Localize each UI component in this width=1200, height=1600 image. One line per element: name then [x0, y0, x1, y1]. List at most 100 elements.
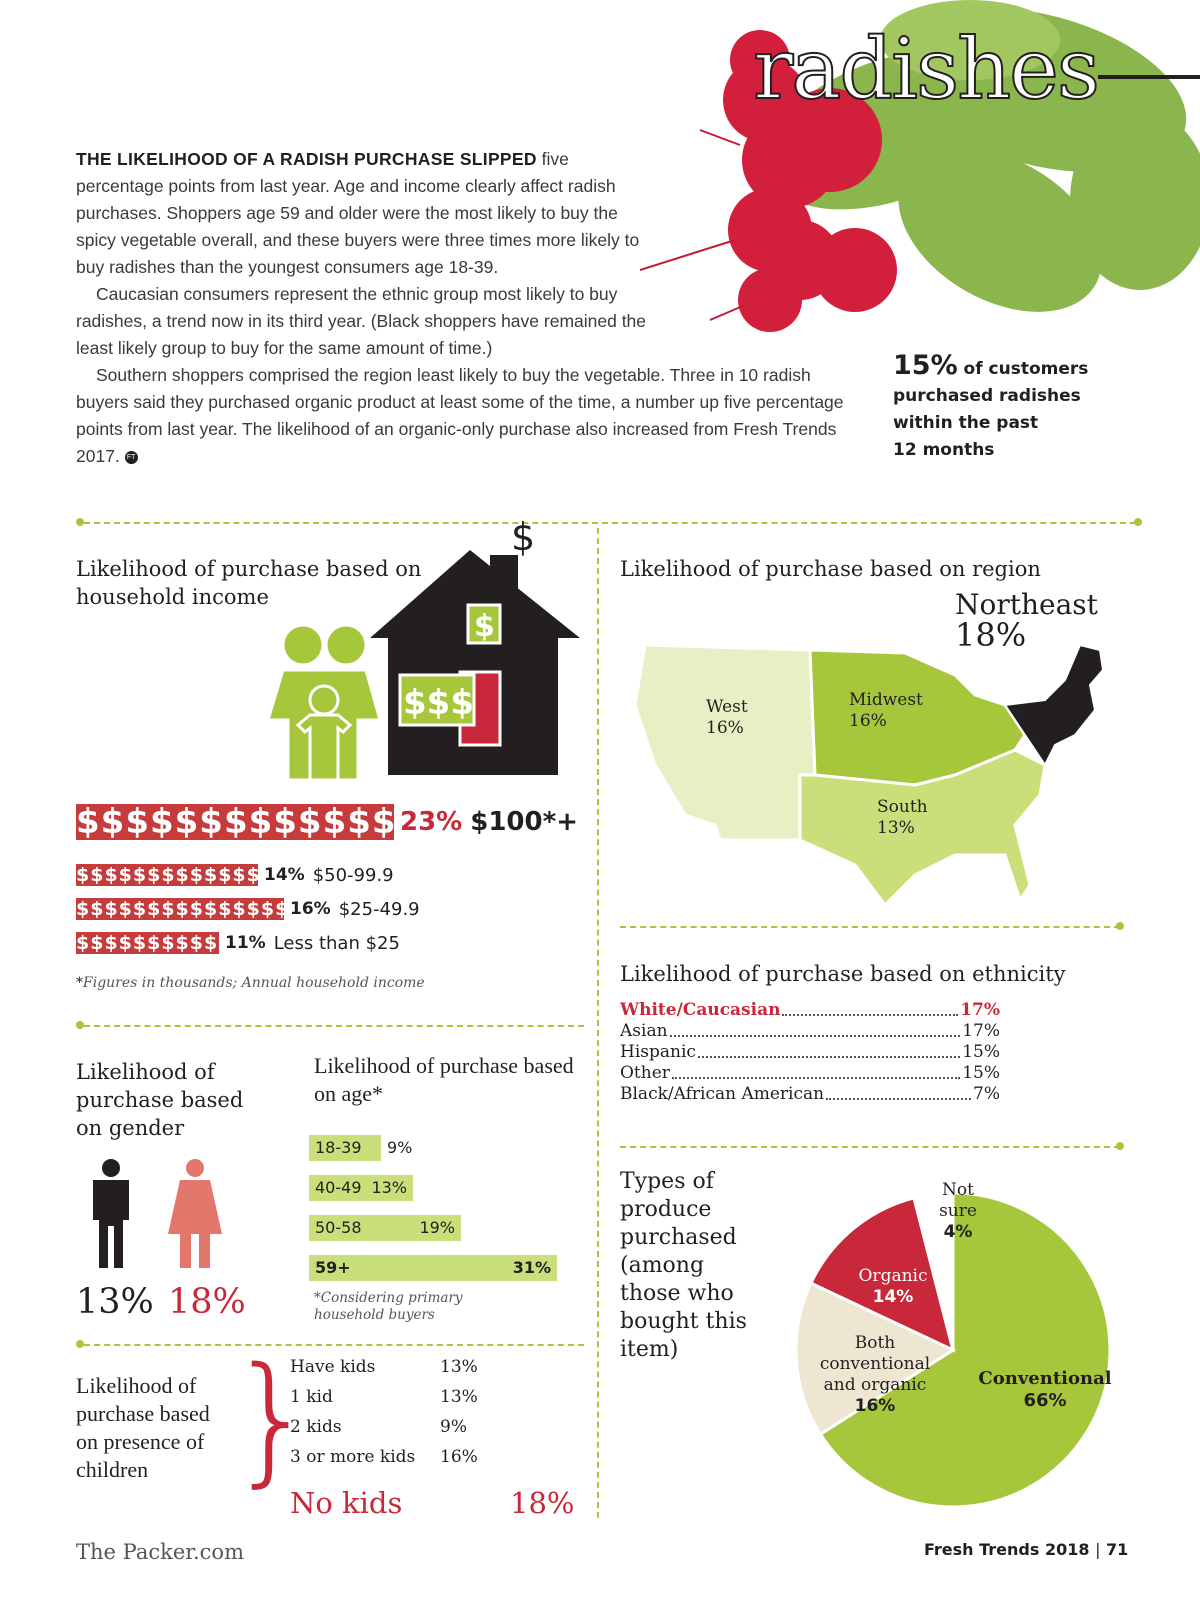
children-row: Have kids 13%	[290, 1352, 580, 1382]
no-kids-pct: 18%	[510, 1486, 575, 1520]
income-bar: $$$$$$$$$$$$$$$$$$$$	[76, 804, 394, 840]
leader-dots	[671, 1063, 961, 1079]
children-row: 2 kids 9%	[290, 1412, 580, 1442]
column-divider	[597, 528, 599, 1518]
stat-callout: 15% of customers purchased radishes with…	[893, 350, 1089, 460]
age-footnote: *Considering primary household buyers	[314, 1290, 463, 1323]
income-label: $100*+	[470, 807, 578, 837]
ethnicity-row: Other 15%	[620, 1063, 1000, 1084]
income-row: $$$$$$$$$$$$$$$$$$$$ 16% $25-49.9	[76, 898, 420, 920]
footer-publication: Fresh Trends 2018 | 71	[924, 1540, 1129, 1559]
income-row: $$$$$$$$$$$$$$$$$$$$23%$100*+	[76, 804, 578, 840]
income-row: $$$$$$$$$$$$$$$$$$$$ 11% Less than $25	[76, 932, 400, 954]
map-south	[798, 748, 1047, 908]
pie-slice-organic	[808, 1196, 956, 1353]
age-bar: 50-58 19%	[309, 1215, 461, 1241]
ethnicity-name: Hispanic	[620, 1042, 696, 1062]
children-pct: 13%	[440, 1387, 478, 1407]
children-label: 3 or more kids	[290, 1447, 416, 1467]
income-row: $$$$$$$$$$$$$$$$$$$$ 14% $50-99.9	[76, 864, 394, 886]
income-label: $50-99.9	[312, 864, 394, 886]
children-list: Have kids 13% 1 kid 13% 2 kids 9% 3 or more ki…	[290, 1352, 580, 1472]
income-footnote: *Figures in thousands; Annual household …	[76, 975, 425, 991]
dollar-icon: $	[511, 520, 535, 559]
ethnicity-name: Other	[620, 1063, 670, 1083]
age-range: 59+	[315, 1258, 351, 1277]
leader-dots	[782, 1000, 959, 1016]
age-pct: 9%	[387, 1138, 413, 1157]
radish-photo	[640, 0, 1200, 332]
age-pct: 19%	[419, 1218, 455, 1237]
ethnicity-name: Asian	[620, 1021, 668, 1041]
footer-site: The Packer.com	[76, 1540, 244, 1564]
map-northeast	[1003, 643, 1105, 767]
divider-dot	[76, 1021, 84, 1029]
no-kids-label: No kids	[290, 1486, 403, 1520]
divider	[620, 926, 1120, 928]
income-pct: 14%	[264, 865, 305, 885]
age-range: 50-58	[315, 1218, 362, 1237]
ethnicity-list: White/Caucasian 17% Asian 17% Hispanic 15% Oth…	[620, 1000, 1000, 1105]
female-figure-icon	[168, 1159, 222, 1268]
ft-end-mark: FT	[124, 450, 138, 464]
title-rule	[1098, 75, 1200, 79]
female-pct: 18%	[168, 1282, 246, 1322]
region-west-label: West 16%	[706, 697, 748, 738]
family-house-illustration: $ $ $$$	[265, 520, 580, 782]
age-range: 18-39	[315, 1138, 362, 1157]
age-bar: 40-49 13%	[309, 1175, 413, 1201]
income-bar: $$$$$$$$$$$$$$$$$$$$	[76, 932, 219, 954]
svg-text:$: $	[474, 609, 495, 644]
age-heading: Likelihood of purchase based on age*	[314, 1053, 574, 1106]
divider	[84, 1344, 584, 1346]
children-label: 2 kids	[290, 1417, 342, 1437]
gender-heading: Likelihood of purchase based on gender	[76, 1060, 244, 1140]
male-figure-icon	[93, 1159, 129, 1268]
pie-label-both: Both conventional and organic 16%	[819, 1333, 931, 1416]
age-pct: 13%	[371, 1178, 407, 1197]
income-label: Less than $25	[273, 932, 400, 954]
income-heading: Likelihood of purchase based on househol…	[76, 557, 422, 609]
children-pct: 9%	[440, 1417, 467, 1437]
ethnicity-heading: Likelihood of purchase based on ethnicit…	[620, 962, 1066, 986]
children-row: 3 or more kids 16%	[290, 1442, 580, 1472]
ethnicity-row: Hispanic 15%	[620, 1042, 1000, 1063]
divider	[84, 522, 1136, 524]
pie-label-conventional: Conventional 66%	[978, 1368, 1112, 1411]
page-title: radishes	[752, 19, 1101, 119]
ethnicity-row: Black/African American 7%	[620, 1084, 1000, 1105]
ethnicity-pct: 17%	[962, 1021, 1000, 1041]
age-range: 40-49	[315, 1178, 362, 1197]
ethnicity-row: Asian 17%	[620, 1021, 1000, 1042]
income-pct: 16%	[290, 899, 331, 919]
svg-text:$$$: $$$	[403, 683, 474, 723]
children-heading: Likelihood of purchase based on presence…	[76, 1373, 210, 1482]
ethnicity-pct: 15%	[962, 1042, 1000, 1062]
income-label: $25-49.9	[338, 898, 420, 920]
income-bar: $$$$$$$$$$$$$$$$$$$$	[76, 898, 284, 920]
children-pct: 16%	[440, 1447, 478, 1467]
income-pct: 11%	[225, 933, 266, 953]
income-bar: $$$$$$$$$$$$$$$$$$$$	[76, 864, 258, 886]
children-row: 1 kid 13%	[290, 1382, 580, 1412]
ethnicity-name: White/Caucasian	[620, 1000, 781, 1020]
pie-slice-both-conventional-and-organic	[794, 1281, 957, 1437]
produce-pie-chart	[794, 1191, 1112, 1509]
children-pct: 13%	[440, 1357, 478, 1377]
region-heading: Likelihood of purchase based on region	[620, 557, 1041, 581]
ethnicity-name: Black/African American	[620, 1084, 825, 1104]
pie-slice-conventional	[818, 1191, 1112, 1509]
ethnicity-pct: 17%	[960, 1000, 1000, 1020]
divider-dot	[1134, 518, 1142, 526]
divider-dot	[1116, 922, 1124, 930]
age-bar: 59+ 31%	[309, 1255, 557, 1281]
divider	[84, 1025, 584, 1027]
ethnicity-pct: 7%	[973, 1084, 1000, 1104]
region-south-label: South 13%	[877, 797, 928, 838]
children-label: 1 kid	[290, 1387, 333, 1407]
region-midwest-label: Midwest 16%	[849, 690, 923, 731]
leader-dots	[826, 1084, 972, 1100]
map-west	[633, 643, 817, 842]
income-pct: 23%	[400, 807, 463, 837]
divider	[620, 1146, 1120, 1148]
